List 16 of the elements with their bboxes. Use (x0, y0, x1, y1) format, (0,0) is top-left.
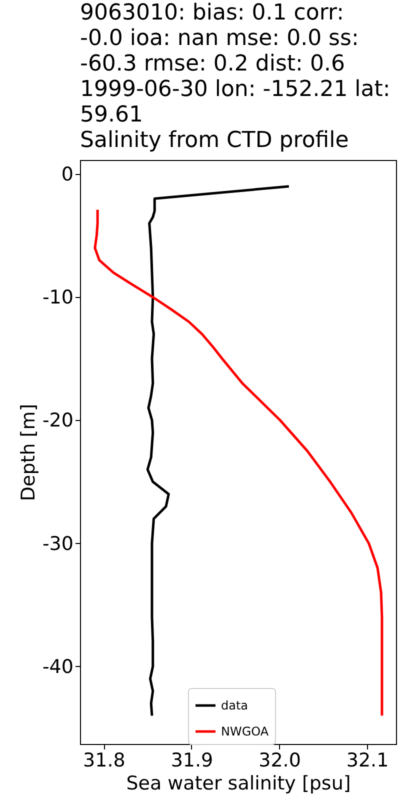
chart-title: 9063010: bias: 0.1 corr: -0.0 ioa: nan mse: 0.0 ss: -60.3 rmse: 0.2 dist: 0.6 1999-06-30 lon: -152.21 lat: 59.61 Salinity from CTD profile (80, 0, 390, 153)
y-tick-label: 0 (61, 164, 74, 186)
x-tick-label: 32.1 (346, 750, 389, 772)
y-axis-title: Depth [m] (17, 404, 40, 502)
y-tick-label: -10 (42, 286, 74, 309)
y-tick-label: -40 (42, 656, 74, 678)
line-series (146, 185, 290, 717)
x-tick-label: 32.0 (258, 750, 301, 772)
y-tick-label: -30 (42, 532, 74, 555)
line-series (94, 208, 384, 717)
y-tick-label: -20 (42, 410, 74, 432)
legend-label: data (221, 698, 248, 712)
x-axis-title: Sea water salinity [psu] (126, 772, 351, 794)
x-tick-label: 31.9 (170, 750, 214, 772)
x-tick-label: 31.8 (83, 750, 126, 772)
legend-label: NWGOA (221, 724, 270, 738)
